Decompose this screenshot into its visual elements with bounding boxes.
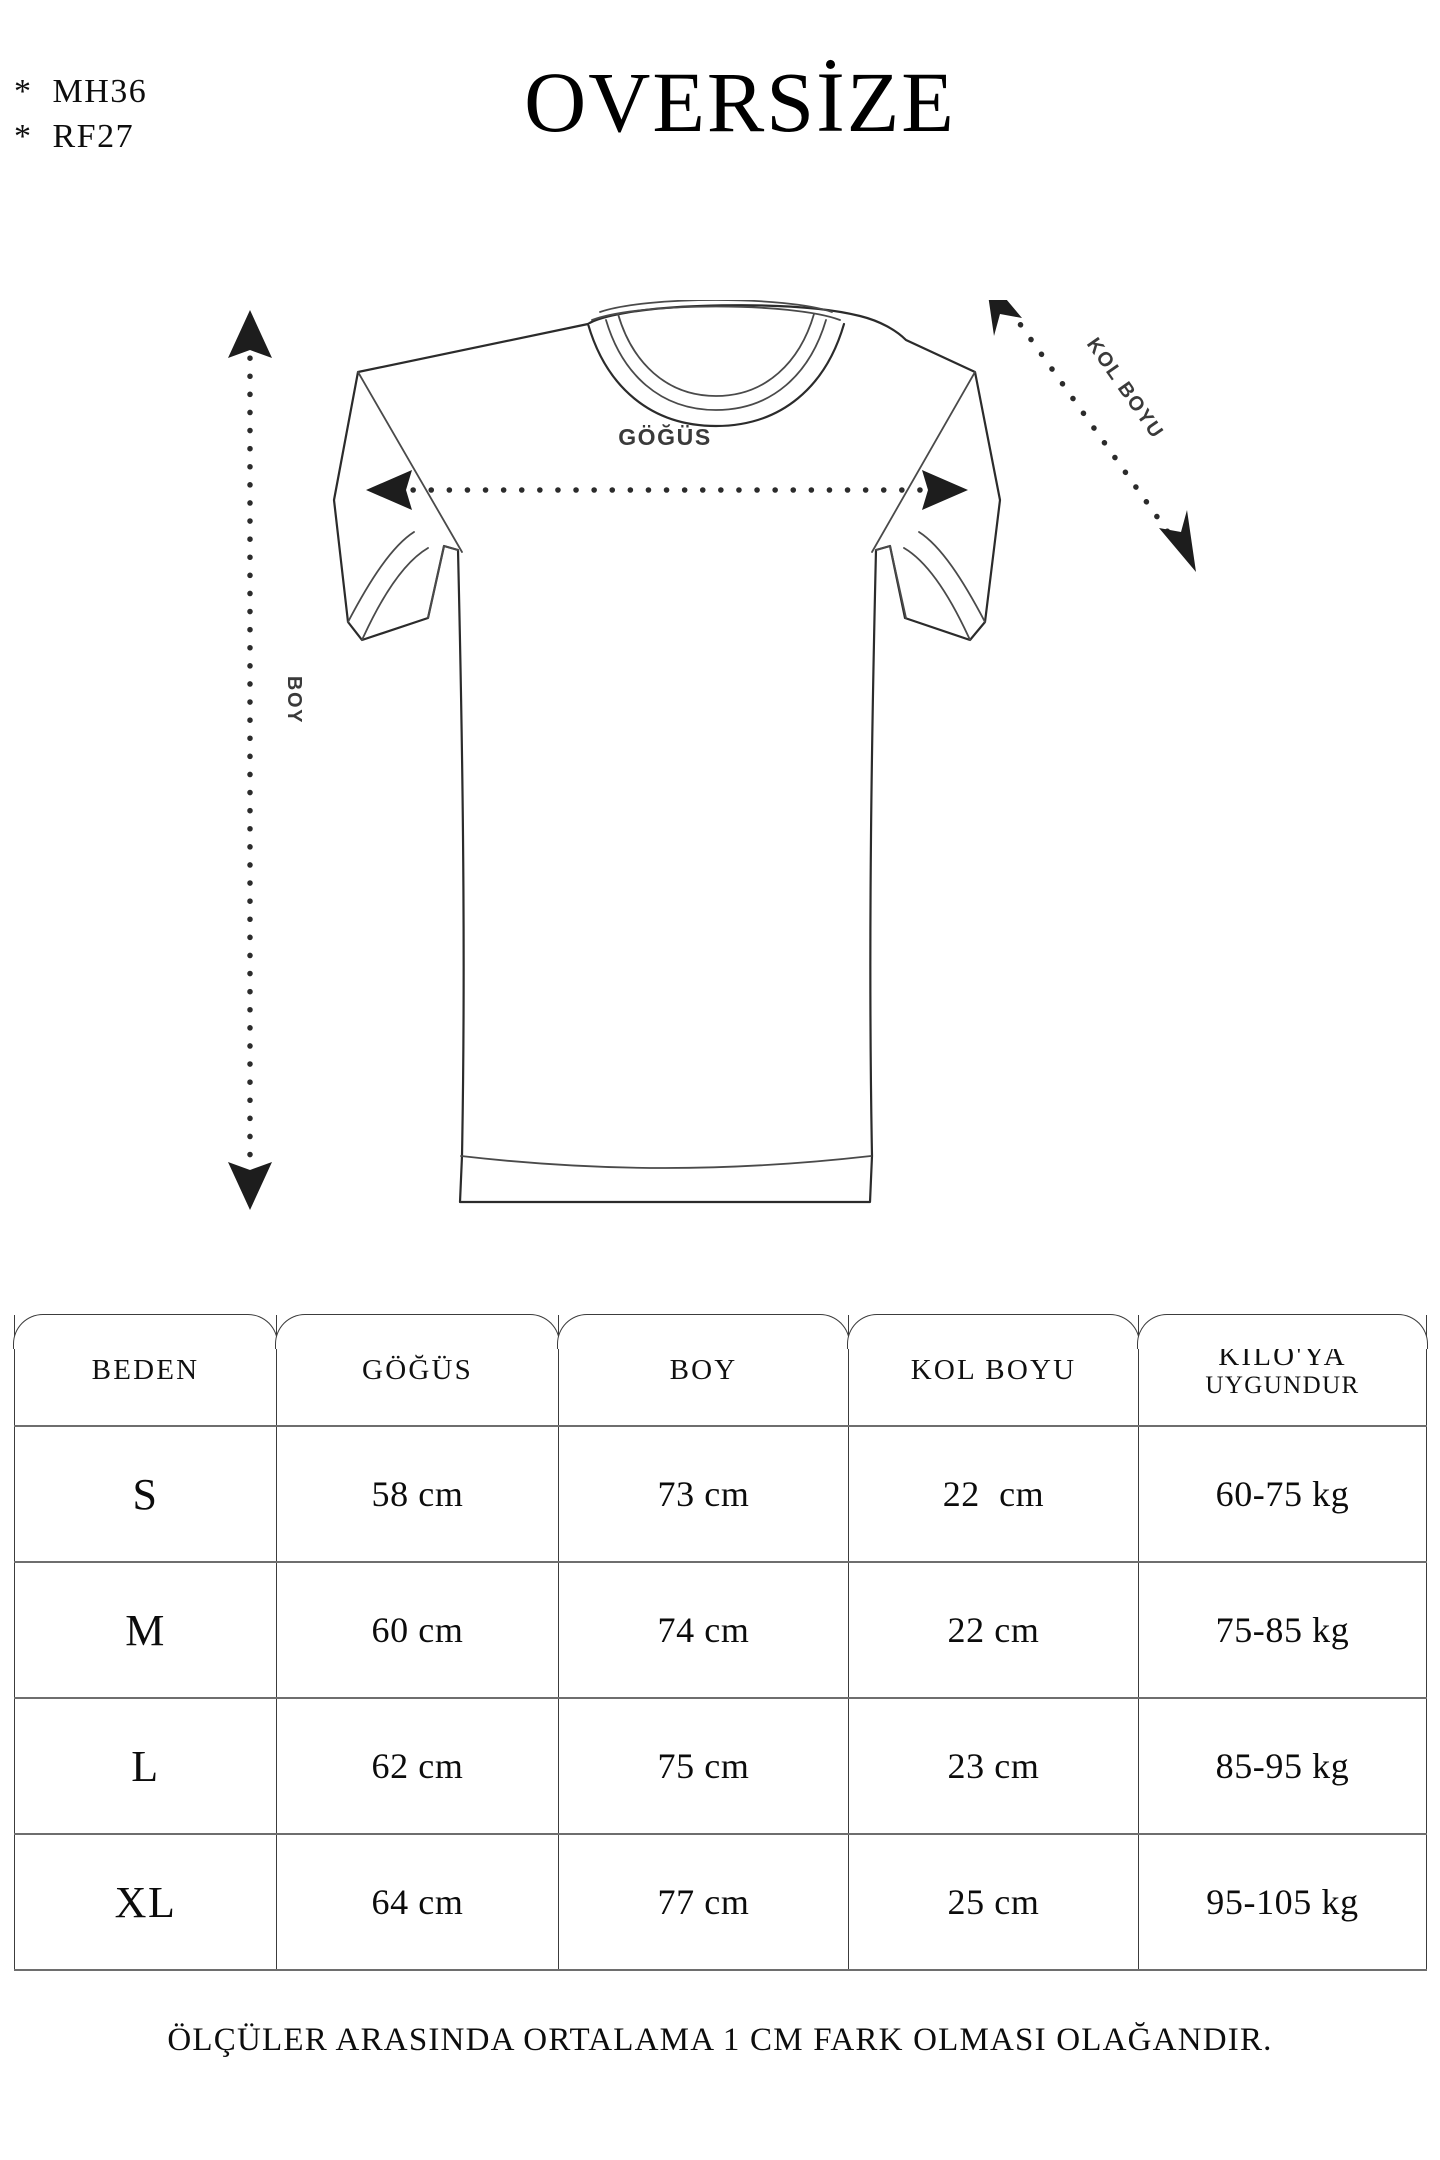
column-header-kilo: KİLO'YA UYGUNDUR bbox=[1137, 1314, 1429, 1427]
cell-beden: L bbox=[14, 1697, 277, 1835]
column-header-kilo-label: KİLO'YA bbox=[1218, 1339, 1347, 1372]
cell-kol: 22 cm bbox=[848, 1561, 1139, 1699]
table-row: L 62 cm 75 cm 23 cm 85-95 kg bbox=[14, 1697, 1427, 1835]
chest-arrow-left bbox=[366, 470, 412, 510]
length-label: BOY bbox=[283, 676, 305, 724]
table-header-row: BEDEN GÖĞÜS BOY KOL BOYU KİLO'YA UYGUNDU… bbox=[13, 1314, 1429, 1427]
column-header-boy: BOY bbox=[557, 1314, 851, 1427]
product-code-1: * MH36 bbox=[14, 73, 148, 110]
page-header: * MH36 * RF27 OVERSİZE bbox=[0, 0, 1440, 230]
column-header-gogus-label: GÖĞÜS bbox=[362, 1353, 473, 1386]
cell-gogus: 60 cm bbox=[276, 1561, 559, 1699]
measurement-disclaimer: ÖLÇÜLER ARASINDA ORTALAMA 1 CM FARK OLMA… bbox=[167, 2022, 1273, 2058]
column-header-boy-label: BOY bbox=[669, 1353, 738, 1386]
table-row: S 58 cm 73 cm 22 cm 60-75 kg bbox=[14, 1425, 1427, 1563]
cell-kol: 23 cm bbox=[848, 1697, 1139, 1835]
cell-kol: 25 cm bbox=[848, 1833, 1139, 1971]
column-header-beden-label: BEDEN bbox=[91, 1353, 200, 1386]
tshirt-diagram: GÖĞÜS BOY KOL BOYU bbox=[0, 300, 1440, 1250]
cell-beden: XL bbox=[14, 1833, 277, 1971]
cell-boy: 75 cm bbox=[558, 1697, 849, 1835]
cell-boy: 77 cm bbox=[558, 1833, 849, 1971]
cell-kilo: 60-75 kg bbox=[1138, 1425, 1427, 1563]
column-header-kilo-sublabel: UYGUNDUR bbox=[1205, 1372, 1360, 1400]
length-arrow-bottom bbox=[228, 1162, 272, 1210]
cell-kilo: 85-95 kg bbox=[1138, 1697, 1427, 1835]
cell-beden: M bbox=[14, 1561, 277, 1699]
sleeve-dimension: KOL BOYU bbox=[988, 300, 1196, 572]
cell-boy: 74 cm bbox=[558, 1561, 849, 1699]
product-code-list: * MH36 * RF27 bbox=[14, 70, 147, 160]
cell-boy: 73 cm bbox=[558, 1425, 849, 1563]
chest-dimension: GÖĞÜS bbox=[366, 423, 968, 510]
column-header-kol-boyu-label: KOL BOYU bbox=[910, 1353, 1077, 1386]
cell-gogus: 58 cm bbox=[276, 1425, 559, 1563]
sleeve-arrow-bottom bbox=[1159, 510, 1196, 572]
chest-arrow-right bbox=[922, 470, 968, 510]
column-header-beden: BEDEN bbox=[13, 1314, 279, 1427]
column-header-kol-boyu: KOL BOYU bbox=[847, 1314, 1141, 1427]
size-chart-table: BEDEN GÖĞÜS BOY KOL BOYU KİLO'YA UYGUNDU… bbox=[13, 1314, 1429, 1971]
cell-kol: 22 cm bbox=[848, 1425, 1139, 1563]
cell-gogus: 62 cm bbox=[276, 1697, 559, 1835]
product-code-2: * RF27 bbox=[14, 117, 135, 155]
chest-label: GÖĞÜS bbox=[618, 423, 712, 450]
cell-kilo: 95-105 kg bbox=[1138, 1833, 1427, 1971]
length-arrow-top bbox=[228, 310, 272, 358]
cell-beden: S bbox=[14, 1425, 277, 1563]
table-row: XL 64 cm 77 cm 25 cm 95-105 kg bbox=[14, 1833, 1427, 1971]
tshirt-illustration bbox=[332, 300, 1002, 1204]
length-dimension: BOY bbox=[228, 310, 305, 1210]
cell-gogus: 64 cm bbox=[276, 1833, 559, 1971]
column-header-gogus: GÖĞÜS bbox=[275, 1314, 561, 1427]
table-row: M 60 cm 74 cm 22 cm 75-85 kg bbox=[14, 1561, 1427, 1699]
cell-kilo: 75-85 kg bbox=[1138, 1561, 1427, 1699]
sleeve-arrow-top bbox=[988, 300, 1022, 336]
page-title: OVERSİZE bbox=[524, 54, 956, 150]
